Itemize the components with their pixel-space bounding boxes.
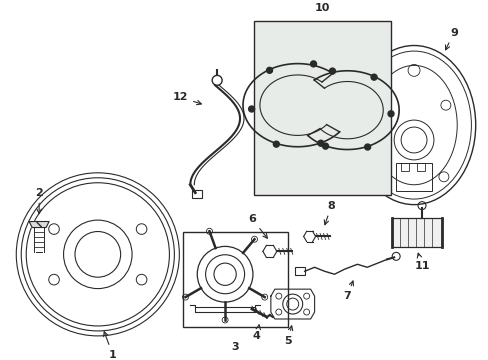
Bar	[183, 233, 287, 327]
Text: 1: 1	[103, 332, 116, 360]
Polygon shape	[29, 221, 49, 228]
Text: 11: 11	[413, 253, 429, 271]
Text: 4: 4	[252, 325, 260, 341]
Circle shape	[329, 68, 335, 74]
Text: 3: 3	[231, 342, 238, 352]
Bar	[253, 21, 390, 195]
Bar	[294, 267, 304, 275]
Bar	[391, 217, 441, 247]
Text: 7: 7	[343, 281, 353, 301]
Circle shape	[364, 144, 370, 150]
Circle shape	[317, 140, 323, 146]
Bar	[395, 163, 431, 191]
Text: 9: 9	[445, 28, 457, 50]
Bar	[192, 190, 202, 198]
Text: 12: 12	[172, 92, 201, 105]
Circle shape	[273, 141, 279, 147]
Text: 10: 10	[314, 3, 329, 13]
Circle shape	[310, 61, 316, 67]
Circle shape	[322, 143, 328, 149]
Circle shape	[248, 106, 254, 112]
Circle shape	[370, 74, 376, 80]
Text: 8: 8	[324, 201, 335, 225]
Text: 6: 6	[247, 213, 267, 238]
Text: 5: 5	[284, 326, 292, 346]
Circle shape	[266, 67, 272, 73]
Circle shape	[387, 111, 393, 117]
Text: 2: 2	[35, 188, 43, 213]
Bar	[416, 163, 424, 171]
Bar	[400, 163, 408, 171]
